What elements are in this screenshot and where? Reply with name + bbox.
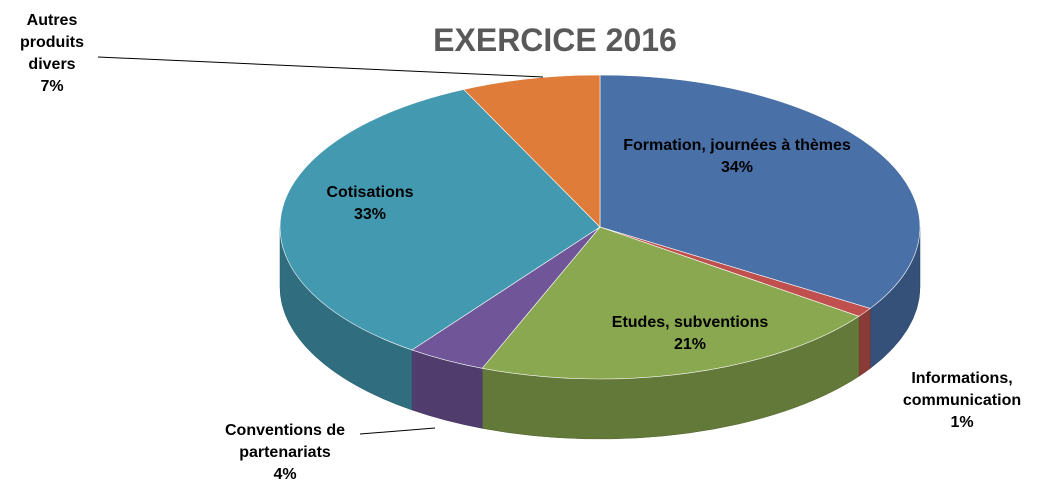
slice-label: Cotisations 33% [300, 182, 440, 226]
slice-label: Autres produits divers 7% [2, 10, 102, 98]
slice-value-label: 34% [720, 159, 754, 176]
slice-value-label: 21% [673, 336, 707, 353]
slice-label: Etudes, subventions 21% [580, 312, 800, 356]
slice [463, 74, 601, 228]
slice-label: Informations, communication 1% [887, 368, 1037, 434]
slice [481, 226, 860, 380]
chart-title: EXERCICE 2016 [433, 22, 677, 58]
slice-category-label: Autres produits divers [20, 12, 84, 73]
leader-line [97, 56, 544, 78]
slice-side [858, 307, 871, 377]
slice-value-label: 33% [353, 206, 387, 223]
slice-category-label: Informations, communication [902, 370, 1022, 409]
slice [279, 89, 601, 351]
leader-line [359, 427, 436, 435]
slice-category-label: Cotisations [326, 184, 414, 201]
slice-value-label: 4% [273, 466, 297, 483]
slice-category-label: Conventions de partenariats [224, 422, 345, 461]
slice-category-label: Formation, journées à thèmes [623, 137, 851, 154]
slice [599, 74, 921, 309]
slice-value-label: 1% [950, 414, 974, 431]
slice-label: Formation, journées à thèmes 34% [622, 135, 852, 179]
slice-category-label: Etudes, subventions [611, 314, 769, 331]
slice-label: Conventions de partenariats 4% [200, 420, 370, 486]
slice-value-label: 7% [40, 78, 64, 95]
